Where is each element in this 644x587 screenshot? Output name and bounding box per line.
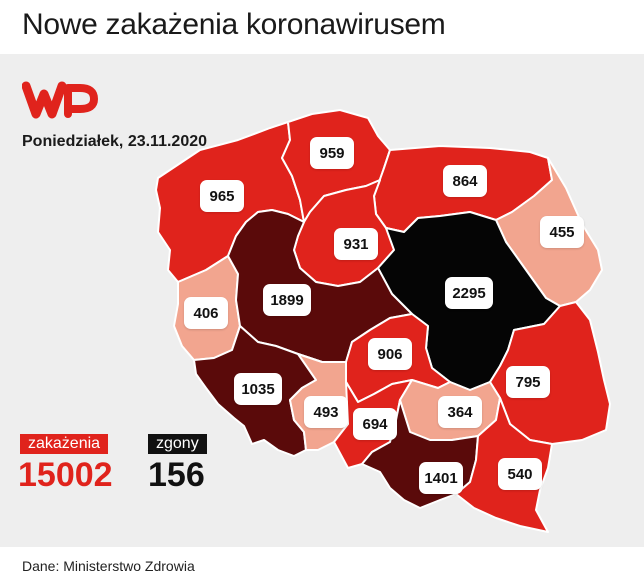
region-value-lubelskie: 795 <box>506 366 550 398</box>
region-value-dolnoslaskie: 1035 <box>234 373 282 405</box>
poland-map <box>155 109 611 533</box>
region-value-mazowieckie: 2295 <box>445 277 493 309</box>
header: Nowe zakażenia koronawirusem <box>0 0 644 54</box>
region-value-swietokrzyskie: 364 <box>438 396 482 428</box>
date-label: Poniedziałek, 23.11.2020 <box>22 133 208 150</box>
region-value-zachodniopomorskie: 965 <box>200 180 244 212</box>
deaths-total: 156 <box>148 456 205 494</box>
region-value-lodzkie: 906 <box>368 338 412 370</box>
region-value-warminsko-mazurskie: 864 <box>443 165 487 197</box>
region-value-opolskie: 493 <box>304 396 348 428</box>
deaths-label: zgony <box>148 434 207 454</box>
infections-label: zakażenia <box>20 434 109 454</box>
region-value-pomorskie: 959 <box>310 137 354 169</box>
region-value-wielkopolskie: 1899 <box>263 284 311 316</box>
region-value-malopolskie: 1401 <box>419 462 463 494</box>
source-note: Dane: Ministerstwo Zdrowia <box>22 558 195 574</box>
region-value-lubuskie: 406 <box>184 297 228 329</box>
wp-logo <box>22 81 98 119</box>
region-value-podlaskie: 455 <box>540 216 584 248</box>
region-value-slaskie: 694 <box>353 408 397 440</box>
region-value-podkarpackie: 540 <box>498 458 542 490</box>
page-title: Nowe zakażenia koronawirusem <box>22 8 446 41</box>
region-value-kujawsko-pomorskie: 931 <box>334 228 378 260</box>
infections-total: 15002 <box>18 456 113 494</box>
region-lubelskie <box>489 301 611 445</box>
